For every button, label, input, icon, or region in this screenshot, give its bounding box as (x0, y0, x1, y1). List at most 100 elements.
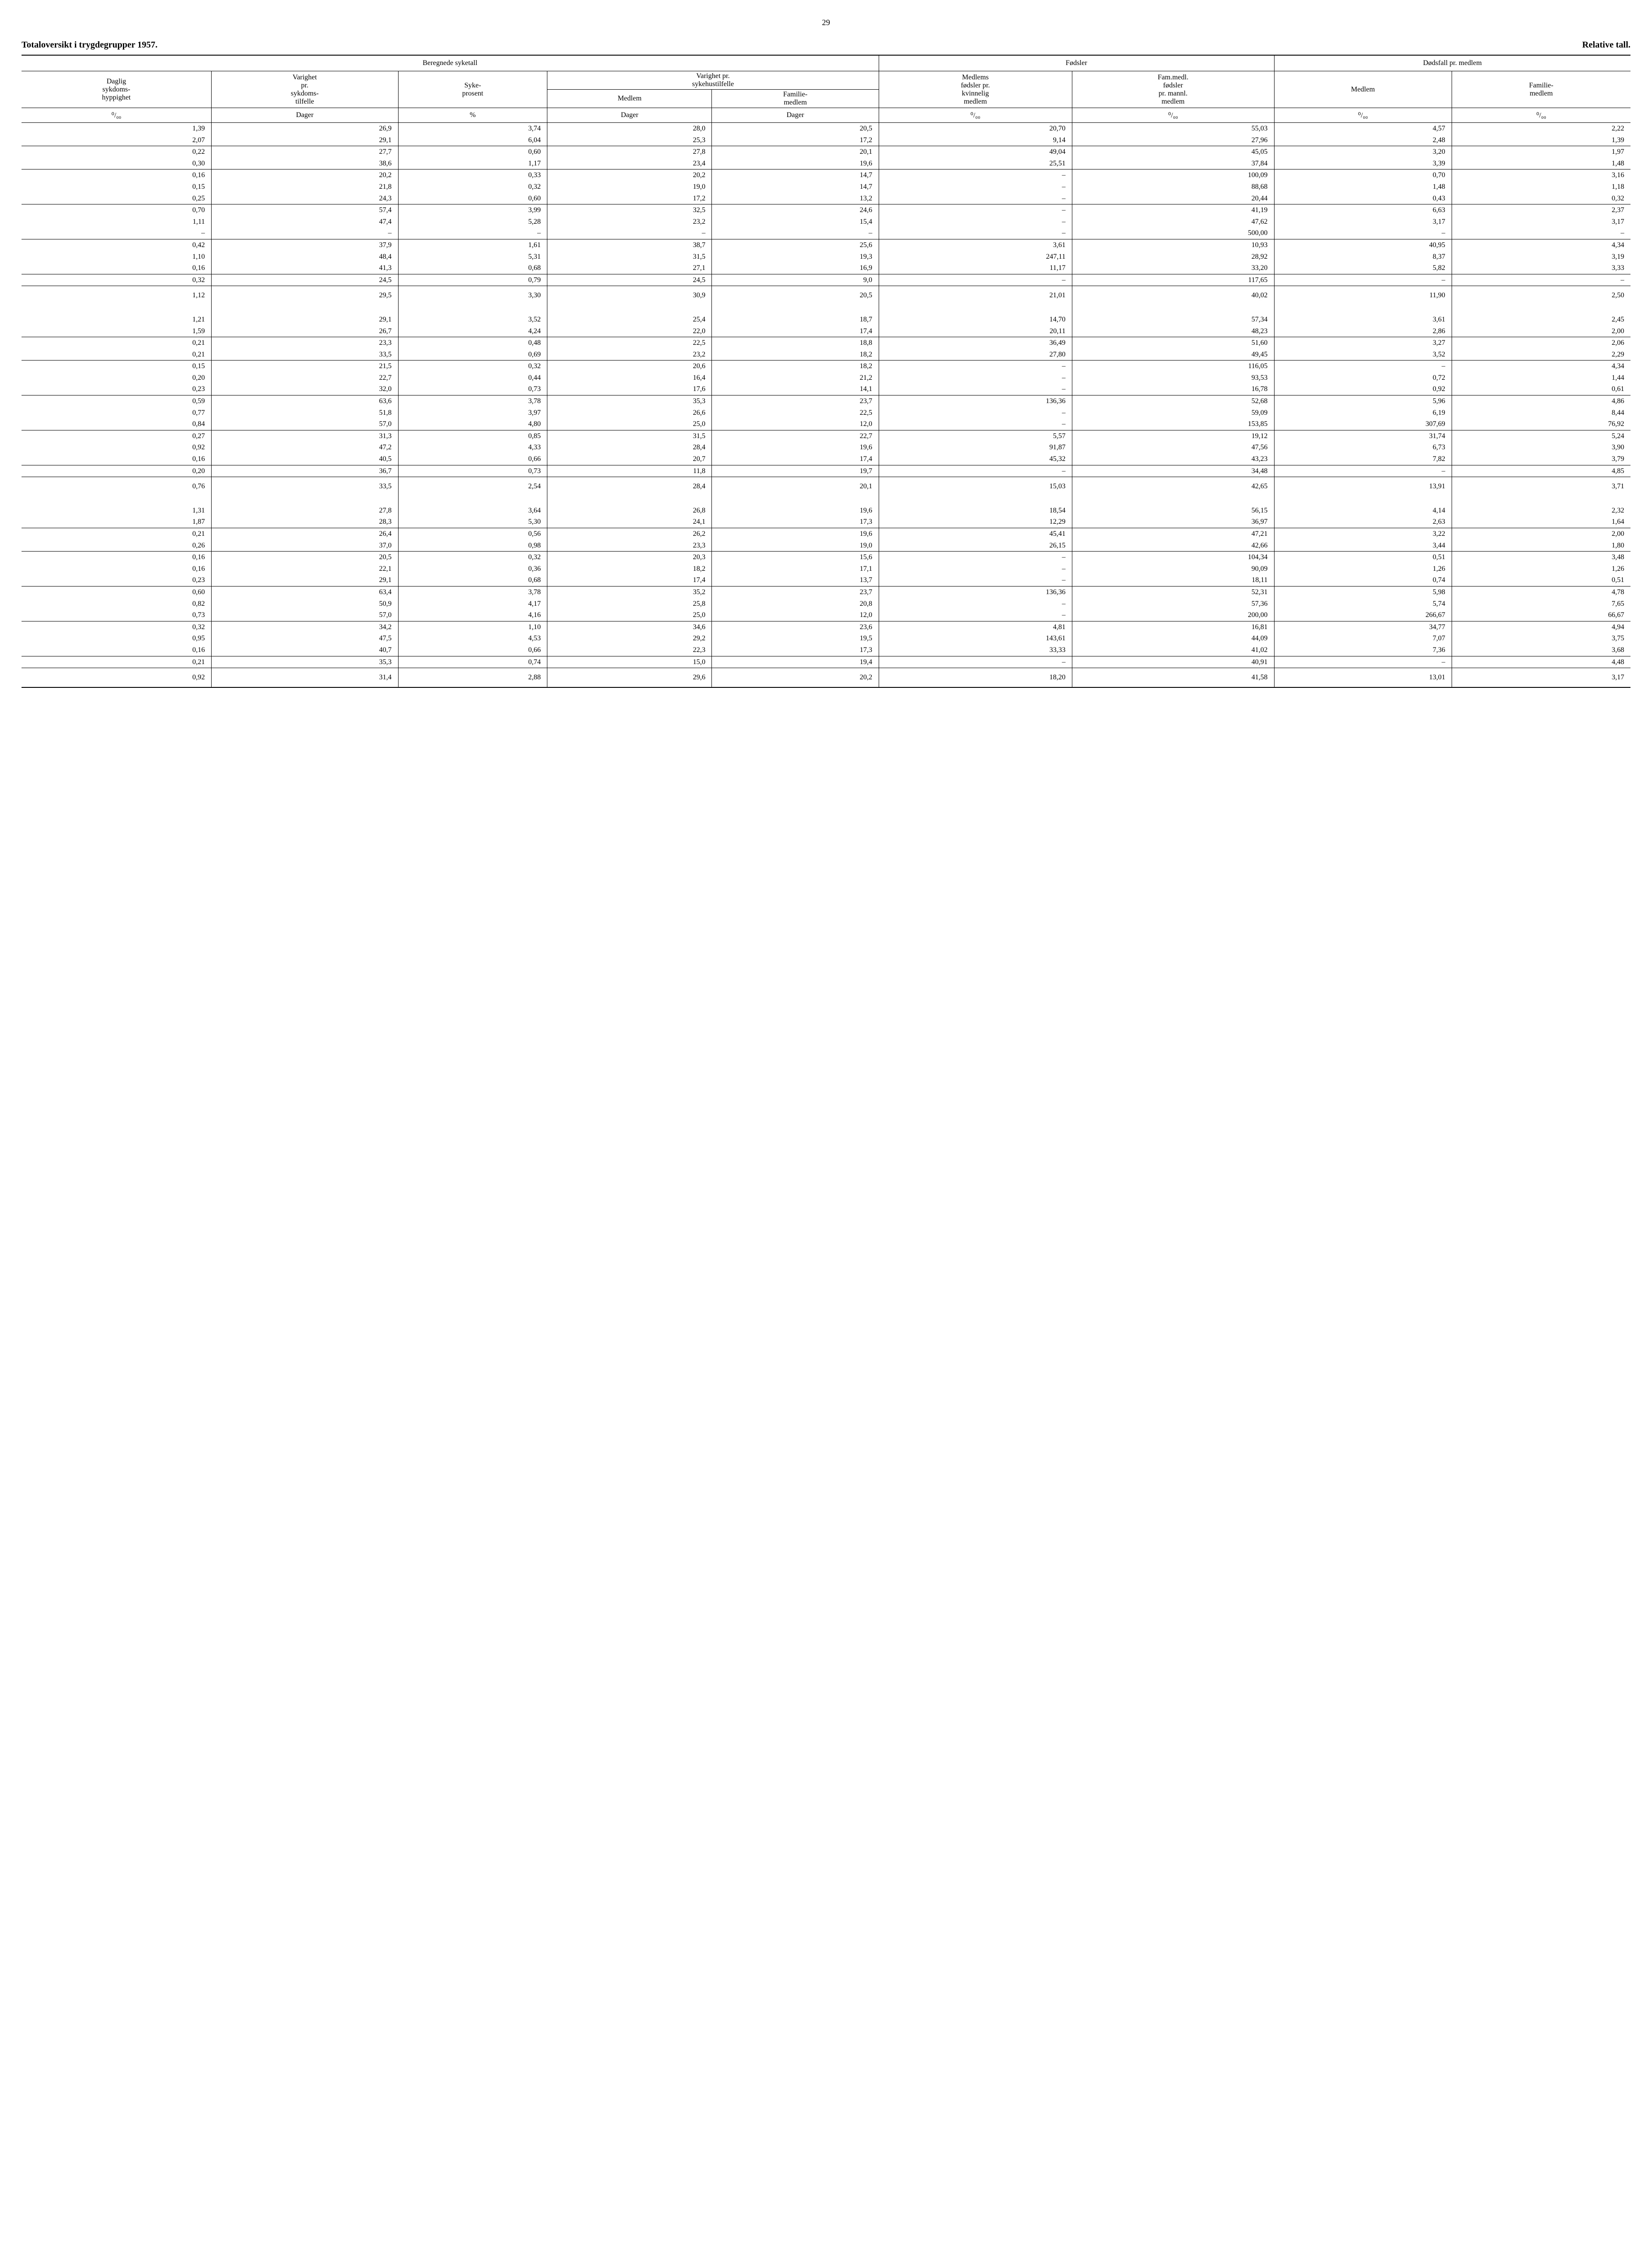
table-cell: 23,2 (547, 349, 712, 361)
table-cell: 20,2 (712, 668, 879, 687)
table-cell: 3,33 (1452, 262, 1630, 274)
table-cell: 26,15 (879, 540, 1072, 552)
table-cell: 11,17 (879, 262, 1072, 274)
table-cell: – (879, 383, 1072, 395)
table-cell: 38,7 (547, 239, 712, 251)
table-cell: 25,3 (547, 135, 712, 146)
table-row: 1,3127,83,6426,819,618,5456,154,142,32 (22, 496, 1630, 517)
hdr-col2: Varighet pr. sykdoms- tilfelle (212, 71, 399, 108)
table-cell: 13,2 (712, 193, 879, 204)
table-cell: 66,67 (1452, 609, 1630, 621)
table-cell: 29,6 (547, 668, 712, 687)
table-cell: 2,29 (1452, 349, 1630, 361)
table-row: 0,1641,30,6827,116,911,1733,205,823,33 (22, 262, 1630, 274)
table-cell: 55,03 (1072, 123, 1274, 135)
table-row: 0,2022,70,4416,421,2–93,530,721,44 (22, 372, 1630, 384)
table-cell: 0,73 (398, 383, 547, 395)
table-cell: 16,9 (712, 262, 879, 274)
table-cell: 17,4 (547, 574, 712, 586)
table-cell: 19,6 (712, 442, 879, 453)
table-row: 2,0729,16,0425,317,29,1427,962,481,39 (22, 135, 1630, 146)
hdr-col9: Familie- medlem (1452, 71, 1630, 108)
table-cell: 19,7 (712, 465, 879, 477)
table-row: 0,1521,50,3220,618,2–116,05–4,34 (22, 361, 1630, 372)
table-cell: 3,61 (879, 239, 1072, 251)
table-cell: 0,32 (22, 274, 212, 286)
table-cell: 88,68 (1072, 181, 1274, 193)
hdr-col6: Medlems fødsler pr. kvinnelig medlem (879, 71, 1072, 108)
table-cell: – (1274, 656, 1452, 668)
table-cell: 3,22 (1274, 528, 1452, 540)
table-cell: 2,37 (1452, 204, 1630, 216)
table-cell: 0,73 (398, 465, 547, 477)
table-cell: 27,8 (212, 496, 399, 517)
table-cell: 76,92 (1452, 418, 1630, 430)
table-cell: 19,0 (547, 181, 712, 193)
table-cell: 0,36 (398, 563, 547, 575)
table-row: 0,2135,30,7415,019,4–40,91–4,48 (22, 656, 1630, 668)
table-cell: 19,5 (712, 633, 879, 644)
table-cell: 23,2 (547, 216, 712, 228)
unit-8: ⁰/₀₀ (1274, 108, 1452, 123)
table-cell: 22,0 (547, 326, 712, 337)
table-cell: 28,4 (547, 477, 712, 496)
table-cell: 500,00 (1072, 227, 1274, 239)
table-cell: 19,3 (712, 251, 879, 263)
table-cell: – (879, 563, 1072, 575)
table-cell: 0,30 (22, 158, 212, 169)
table-row: 1,1048,45,3131,519,3247,1128,928,373,19 (22, 251, 1630, 263)
table-cell: 34,6 (547, 621, 712, 633)
table-cell: 26,9 (212, 123, 399, 135)
table-cell: 3,71 (1452, 477, 1630, 496)
table-cell: – (879, 169, 1072, 181)
table-cell: 3,79 (1452, 453, 1630, 465)
table-row: 0,3224,50,7924,59,0–117,65–– (22, 274, 1630, 286)
table-cell: 41,19 (1072, 204, 1274, 216)
table-cell: 1,10 (398, 621, 547, 633)
table-cell: 25,51 (879, 158, 1072, 169)
table-cell: 15,6 (712, 552, 879, 563)
table-cell: 3,39 (1274, 158, 1452, 169)
table-cell: 40,02 (1072, 286, 1274, 305)
table-cell: 26,8 (547, 496, 712, 517)
table-cell: 100,09 (1072, 169, 1274, 181)
table-row: 0,9547,54,5329,219,5143,6144,097,073,75 (22, 633, 1630, 644)
table-cell: – (1274, 465, 1452, 477)
table-cell: 4,34 (1452, 361, 1630, 372)
table-cell: 27,1 (547, 262, 712, 274)
table-cell: 35,3 (212, 656, 399, 668)
table-cell: 0,42 (22, 239, 212, 251)
table-cell: 19,12 (1072, 430, 1274, 442)
table-cell: 49,04 (879, 146, 1072, 158)
table-cell: 45,05 (1072, 146, 1274, 158)
table-cell: 0,66 (398, 453, 547, 465)
table-cell: 36,49 (879, 337, 1072, 349)
table-cell: 23,3 (547, 540, 712, 552)
table-cell: 18,8 (712, 337, 879, 349)
table-cell: 2,54 (398, 477, 547, 496)
table-cell: – (879, 552, 1072, 563)
table-cell: – (879, 418, 1072, 430)
table-cell: – (879, 193, 1072, 204)
table-cell: 52,68 (1072, 395, 1274, 407)
table-cell: 18,2 (712, 361, 879, 372)
table-cell: 4,33 (398, 442, 547, 453)
table-cell: 5,30 (398, 516, 547, 528)
table-row: 0,7357,04,1625,012,0–200,00266,6766,67 (22, 609, 1630, 621)
table-cell: 4,17 (398, 598, 547, 610)
table-cell: 25,0 (547, 609, 712, 621)
table-cell: 42,66 (1072, 540, 1274, 552)
table-cell: 31,5 (547, 251, 712, 263)
table-cell: 0,23 (22, 383, 212, 395)
table-cell: 20,6 (547, 361, 712, 372)
table-cell: 17,3 (712, 516, 879, 528)
table-cell: 0,32 (398, 361, 547, 372)
table-cell: – (879, 609, 1072, 621)
table-cell: 0,51 (1274, 552, 1452, 563)
table-cell: 42,65 (1072, 477, 1274, 496)
table-cell: 20,2 (547, 169, 712, 181)
hdr-col8: Medlem (1274, 71, 1452, 108)
table-cell: 8,44 (1452, 407, 1630, 419)
table-cell: 56,15 (1072, 496, 1274, 517)
table-cell: 20,5 (712, 123, 879, 135)
